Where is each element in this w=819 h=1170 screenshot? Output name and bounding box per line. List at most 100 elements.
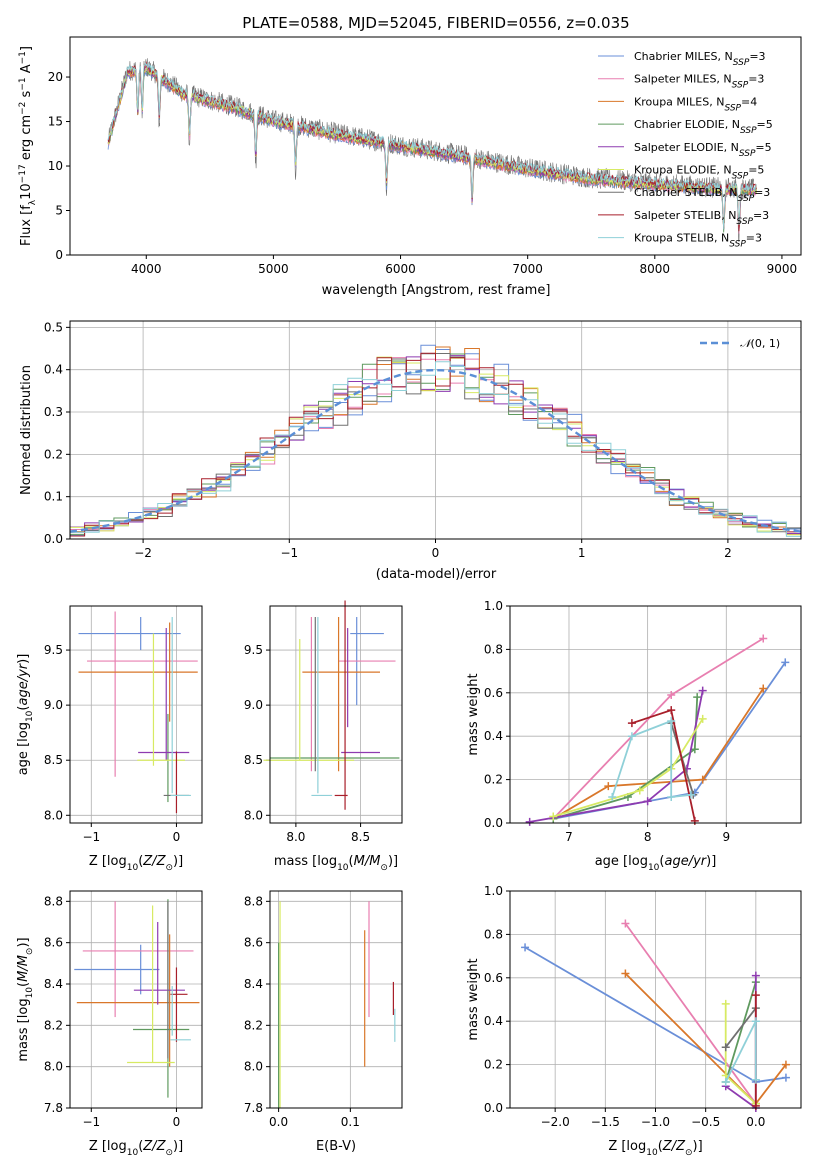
weight-line-2 bbox=[552, 688, 764, 820]
legend-entry-label-part: =5 bbox=[755, 141, 771, 154]
panel-mZ-y-label-part: ⊙ bbox=[25, 948, 35, 956]
y-tick-label: 1.0 bbox=[484, 884, 503, 898]
y-tick-label: 0.4 bbox=[484, 1014, 503, 1028]
y-tick-label: 0.6 bbox=[484, 686, 503, 700]
weight-lines bbox=[521, 919, 790, 1112]
spectrum-y-label: Flux [fλ10−17 erg cm−2 s−1 A−1] bbox=[18, 46, 38, 246]
axes-frame bbox=[509, 605, 802, 824]
legend-entry-label-part: Kroupa MILES, N bbox=[634, 95, 724, 108]
mass-vs-metallicity-panel: −1 07.88.08.28.48.68.8Z [log10(Z/Z⊙)]mass… bbox=[16, 890, 203, 1158]
legend-entry-label: Salpeter ELODIE, NSSP=5 bbox=[634, 141, 772, 159]
y-tick-label: 5 bbox=[55, 204, 63, 218]
weight-marker bbox=[698, 686, 707, 695]
panel-ageZ-x-label: Z [log10(Z/Z⊙)] bbox=[89, 854, 183, 873]
weight-marker bbox=[521, 943, 530, 952]
x-tick-label: 8 bbox=[644, 830, 652, 844]
weight-marker bbox=[721, 999, 730, 1008]
legend-entry-label-part: =3 bbox=[746, 232, 762, 245]
x-tick-label: 8000 bbox=[640, 262, 671, 276]
x-tick-label: −1.0 bbox=[641, 1115, 670, 1129]
weight-marker bbox=[698, 714, 707, 723]
panel-ageZ-x-label-part: ( bbox=[138, 854, 143, 869]
axes-frame bbox=[69, 36, 802, 256]
weight-marker bbox=[751, 971, 760, 980]
spectrum-y-label-part: −2 bbox=[18, 102, 28, 115]
spectrum-title: PLATE=0588, MJD=52045, FIBERID=0556, z=0… bbox=[242, 14, 629, 32]
grid-lines bbox=[270, 891, 402, 1109]
legend-entry-label-part: Salpeter STELIB, N bbox=[634, 209, 736, 222]
weight-marker bbox=[627, 719, 636, 728]
panel-mZ-x-label-part: 10 bbox=[127, 1148, 139, 1158]
weight-marker bbox=[667, 690, 676, 699]
y-tick-label: 8.0 bbox=[244, 808, 263, 822]
weight-marker bbox=[621, 919, 630, 928]
grid-lines bbox=[70, 891, 202, 1109]
panel-wAge-y-label: mass weight bbox=[466, 673, 481, 755]
weight-line-5 bbox=[553, 718, 704, 818]
weight-marker bbox=[721, 1043, 730, 1052]
x-tick-label: −2.0 bbox=[541, 1115, 570, 1129]
error-bars bbox=[263, 600, 400, 810]
ticks: −2.0 −1.5 −1.0 −0.5 0.0 0.0 0.2 0.4 0.6 0.8 1.0 bbox=[484, 884, 765, 1129]
legend-entry-label-part: SSP bbox=[732, 172, 749, 182]
weight-line-6 bbox=[724, 1007, 757, 1048]
panel-mZ-x-label-part: Z [log bbox=[89, 1139, 127, 1154]
legend-entry-label-part: Chabrier ELODIE, N bbox=[634, 118, 740, 131]
weight-marker bbox=[635, 786, 644, 795]
age-vs-metallicity-panel: −1 08.08.59.09.5Z [log10(Z/Z⊙)]age [log10… bbox=[16, 605, 203, 873]
residual-y-label: Normed distribution bbox=[19, 365, 34, 495]
weight-lines bbox=[525, 634, 790, 826]
y-tick-label: 9.0 bbox=[44, 698, 63, 712]
weight-marker bbox=[667, 792, 676, 801]
y-tick-label: 8.4 bbox=[244, 977, 263, 991]
weight-marker bbox=[759, 684, 768, 693]
grid-lines bbox=[270, 606, 402, 823]
x-tick-label: 4000 bbox=[131, 262, 162, 276]
spectrum-line-7 bbox=[107, 61, 757, 232]
spectrum-panel: 4000 5000 6000 7000 8000 9000 0 5 10 15 20 waveleng… bbox=[18, 36, 802, 298]
weight-marker bbox=[690, 745, 699, 754]
legend-entry-label-part: Chabrier STELIB, N bbox=[634, 186, 738, 199]
y-tick-label: 8.6 bbox=[244, 936, 263, 950]
x-tick-label: 6000 bbox=[385, 262, 416, 276]
y-tick-label: 0.4 bbox=[484, 729, 503, 743]
residual-histogram-panel: −2 −1 0 1 2 0.0 0.1 0.2 0.3 0.4 0.5 (data-model)/er… bbox=[19, 320, 802, 582]
legend-entry-label-part: SSP bbox=[732, 81, 749, 91]
y-tick-label: 0 bbox=[55, 248, 63, 262]
legend-entry-label-part: Salpeter ELODIE, N bbox=[634, 141, 739, 154]
spectrum-y-label-part: −17 bbox=[18, 164, 28, 183]
panel-mZ-y-label-part: M/M bbox=[16, 955, 31, 982]
panel-ageM-x-label-part: M/M bbox=[354, 854, 381, 869]
spectrum-y-label-part: Flux [f bbox=[19, 205, 34, 246]
x-tick-label: 8.0 bbox=[286, 830, 305, 844]
x-tick-label: 2 bbox=[724, 546, 732, 560]
legend-entry-label-part: =3 bbox=[754, 186, 770, 199]
grid-lines bbox=[510, 890, 801, 1109]
panel-ageZ-y-label-part: age [log bbox=[16, 722, 31, 775]
x-tick-label: 9 bbox=[722, 830, 730, 844]
panel-wZ-x-label-part: Z/Z bbox=[662, 1139, 686, 1154]
panel-mZ-x-label-part: ⊙ bbox=[165, 1148, 173, 1158]
weight-marker bbox=[751, 1017, 760, 1026]
x-tick-label: 7000 bbox=[512, 262, 543, 276]
y-tick-label: 8.0 bbox=[44, 1060, 63, 1074]
weight-marker bbox=[781, 1073, 790, 1082]
y-tick-label: 7.8 bbox=[244, 1101, 263, 1115]
axes-frame bbox=[69, 890, 203, 1109]
y-tick-label: 0.1 bbox=[44, 490, 63, 504]
legend-entry-label: Chabrier ELODIE, NSSP=5 bbox=[634, 118, 773, 136]
x-tick-label: −1 bbox=[82, 830, 100, 844]
legend-normal-label-part: 𝒩 bbox=[740, 337, 754, 350]
weight-marker bbox=[751, 991, 760, 1000]
ticks: 0.0 0.1 7.8 8.0 8.2 8.4 8.6 8.8 bbox=[244, 894, 360, 1129]
legend-entry-label-part: SSP bbox=[736, 217, 753, 227]
panel-ageM-x-label-part: mass [log bbox=[274, 854, 337, 869]
panel-wAge-x-label-part: )] bbox=[706, 854, 716, 869]
panel-mZ-y-label-part: 10 bbox=[25, 987, 35, 999]
x-tick-label: 8.5 bbox=[351, 830, 370, 844]
panel-wZ-x-label-part: Z [log bbox=[608, 1139, 646, 1154]
weight-marker bbox=[690, 816, 699, 825]
legend-entry-label-part: SSP bbox=[729, 240, 746, 250]
y-tick-label: 0.0 bbox=[44, 532, 63, 546]
x-tick-label: 7 bbox=[565, 830, 573, 844]
